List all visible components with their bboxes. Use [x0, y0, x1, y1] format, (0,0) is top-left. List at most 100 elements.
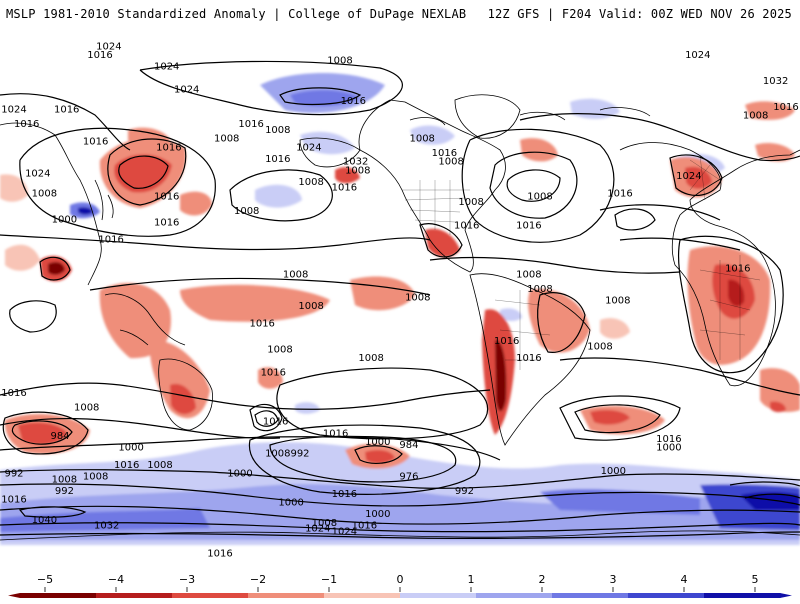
isobar-1000-natlantic: [506, 169, 561, 202]
colorbar-segment: [552, 593, 629, 598]
isobar-label: 1016: [341, 96, 366, 107]
isobar-label: 1008: [516, 269, 541, 280]
colorbar-tick-label: −1: [321, 573, 337, 586]
north-pacific-secondary: [180, 191, 212, 216]
isobar-1024-npacific-ridge: [229, 169, 333, 222]
indian-ocean-core: [770, 401, 786, 413]
map-title: MSLP 1981-2010 Standardized Anomaly | Co…: [6, 7, 467, 21]
colorbar-tick-label: −3: [179, 573, 195, 586]
isobar-label: 1008: [214, 134, 239, 145]
isobar-label: 1016: [607, 189, 632, 200]
isobar-label: 984: [50, 431, 69, 442]
isobar-label: 1016: [98, 235, 123, 246]
colorbar-canvas: −5 −4 −3 −2 −1 0 1 2 3 4 5: [8, 573, 792, 598]
isobar-label: 1024: [1, 105, 26, 116]
isobar-1016-tropics-east: [429, 256, 681, 274]
isobar-label: 984: [399, 440, 418, 451]
isobar-label: 1024: [676, 171, 701, 182]
isobar-1008-npacific: [107, 138, 187, 206]
colorbar-segment: [400, 593, 477, 598]
colorbar-segment: [704, 593, 781, 598]
isobar-label: 1016: [352, 521, 377, 532]
isobar-label: 1016: [516, 353, 541, 364]
isobar-1016-siberia: [599, 204, 741, 251]
isobar-label: 1016: [83, 137, 108, 148]
colorbar-tick-label: 4: [681, 573, 688, 586]
colorbar-right-arrow: [780, 593, 792, 598]
isobar-label: 1016: [263, 417, 288, 428]
isobar-label: 1008: [527, 284, 552, 295]
isobar-1000-npacific: [118, 155, 169, 189]
maritime-continent-negative: [99, 282, 171, 359]
isobar-label: 1000: [656, 443, 681, 454]
isobar-1024-east-antarctic: [729, 481, 800, 499]
isobar-contours: [0, 60, 800, 540]
atlantic-positive-core: [78, 207, 93, 215]
isobar-label: 1016: [154, 191, 179, 202]
isobar-label: 1016: [265, 154, 290, 165]
colorbar-tick-label: 0: [397, 573, 404, 586]
isobar-992-atlantic: [574, 404, 661, 434]
isobar-label: 992: [290, 449, 309, 460]
isobar-1016-subtropical: [0, 234, 431, 251]
isobar-label: 1008: [265, 449, 290, 460]
aleutian-negative: [335, 167, 360, 184]
australia-core: [170, 383, 196, 415]
colorbar-segment: [96, 593, 173, 598]
colorbar: −5 −4 −3 −2 −1 0 1 2 3 4 5: [0, 568, 800, 600]
isobar-label: 1000: [118, 443, 143, 454]
maritime-continent-coast: [104, 293, 213, 431]
europe-africa-coast: [619, 142, 800, 387]
isobar-1008-natlantic: [489, 151, 578, 219]
isobar-label: 1040: [32, 515, 57, 526]
isobar-label: 1008: [83, 472, 108, 483]
anomaly-map[interactable]: 1024 1016 1024 1016 1008 1016 1032 1024 1008 1016…: [0, 40, 800, 560]
isobar-1016-atlantic-south: [559, 357, 800, 396]
isobar-label: 1008: [345, 165, 370, 176]
north-pacific-low-core: [114, 154, 172, 193]
colorbar-segment: [476, 593, 553, 598]
andes-core: [495, 339, 507, 412]
north-america-coast: [358, 99, 506, 273]
south-america-patch: [500, 308, 522, 322]
isobar-label: 1000: [227, 469, 252, 480]
isobar-984-southern-low: [354, 445, 403, 464]
isobar-label: 1016: [14, 119, 39, 130]
isobar-label: 1008: [298, 177, 323, 188]
isobar-1000-west-low: [39, 256, 71, 281]
isobar-label: 1016: [454, 220, 479, 231]
isobar-label: 1016: [725, 264, 750, 275]
alaska-coast: [299, 137, 361, 168]
ne-pacific-positive: [255, 184, 302, 208]
isobar-label: 1008: [409, 134, 434, 145]
isobar-label: 1000: [365, 437, 390, 448]
colorbar-segment: [248, 593, 325, 598]
isobar-label: 1024: [296, 142, 321, 153]
tropical-pacific-band: [180, 284, 330, 322]
isobar-label: 1016: [432, 148, 457, 159]
isobar-label: 1016: [154, 217, 179, 228]
siberia-negative: [745, 101, 795, 120]
isobar-label: 1016: [516, 220, 541, 231]
colorbar-segment: [324, 593, 401, 598]
isobar-label: 1024: [96, 42, 121, 53]
isobar-1008-pacific-south: [254, 410, 279, 427]
japan-coast: [94, 179, 114, 221]
isobar-1016-natlantic: [461, 128, 615, 243]
isobar-label: 1008: [234, 206, 259, 217]
isobar-label: 1032: [763, 76, 788, 87]
isobar-label: 1008: [358, 353, 383, 364]
isobar-1008-europe: [669, 154, 723, 196]
isobar-1000-south: [0, 436, 501, 461]
southern-ocean-positive-strong: [0, 508, 210, 532]
north-pacific-west: [128, 127, 170, 147]
west-pacific-low-core: [48, 262, 65, 275]
colorbar-tick-label: 2: [539, 573, 546, 586]
isobar-1016-europe: [519, 113, 800, 162]
isobar-label: 1024: [332, 527, 357, 538]
isobar-1016-nw: [0, 93, 131, 151]
isobar-1000-southern-ring: [248, 424, 481, 495]
isobar-984-spac-low: [11, 420, 73, 445]
isobar-1008-south: [0, 417, 281, 439]
